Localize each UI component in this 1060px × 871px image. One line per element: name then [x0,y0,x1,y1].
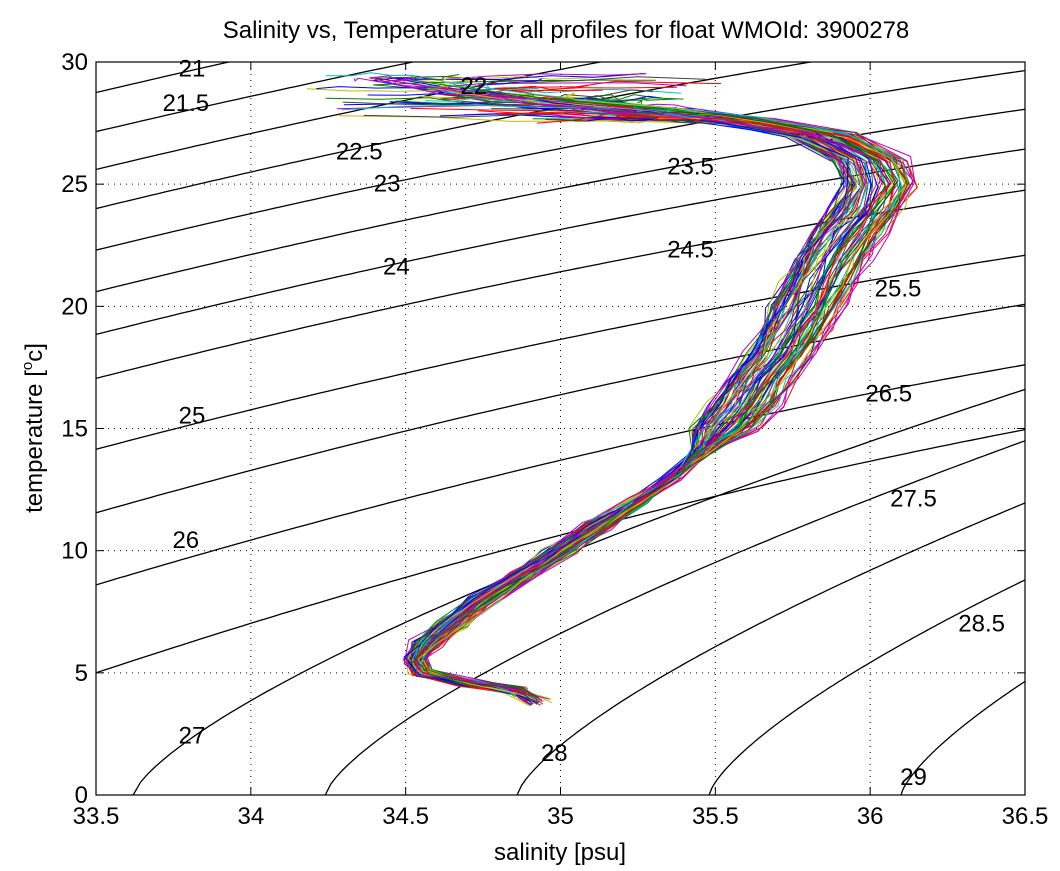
profile-line [414,117,895,702]
profile-line [336,104,914,697]
isopycnal-label: 24 [383,254,410,281]
profile-line [416,93,868,706]
isopycnal-line [96,303,1025,514]
y-axis-label-main: temperature [ [21,370,48,513]
isopycnal-line [96,148,1025,336]
y-tick-label: 0 [75,782,88,809]
isopycnal-label: 21 [179,56,206,83]
isopycnal-line [96,364,1025,586]
y-axis-label: temperature [oc] [19,343,48,513]
profile-line [421,95,892,705]
isopycnal-label: 28.5 [958,610,1005,637]
profile-line [414,109,899,705]
profile-line [417,92,907,701]
chart-title: Salinity vs, Temperature for all profile… [223,17,910,44]
x-tick-label: 35 [547,803,574,830]
profile-line [406,84,868,702]
isopycnal-label: 26.5 [865,381,912,408]
y-tick-label: 5 [75,660,88,687]
isopycnal-line [96,62,417,133]
isopycnal-label: 23 [374,170,401,197]
grid [96,62,1025,795]
y-tick-label: 25 [61,171,88,198]
isopycnal-label: 26 [172,527,199,554]
isopycnal-label: 27 [179,723,206,750]
isopycnal-label: 21.5 [162,90,209,117]
isopycnal-line [96,108,1025,293]
profile-line [418,93,896,702]
profile-line [417,107,907,701]
isopycnal-label: 24.5 [667,236,714,263]
profile-line [363,113,902,701]
x-tick-label: 33.5 [73,803,120,830]
profile-line [413,85,863,697]
x-axis-label: salinity [psu] [494,839,626,866]
profile-line [418,78,879,700]
y-tick-label: 15 [61,416,88,443]
isopycnal-labels: 21 21.5 22 22.5 23 23.5 24 24.5 25 25.5 26 26.5 27 27… [162,56,1005,792]
profile-line [419,84,903,700]
x-tick-label: 34 [237,803,264,830]
profile-line [403,116,849,701]
isopycnal-label: 22 [460,73,487,100]
isopycnal-line [132,388,1025,795]
profile-line [367,93,857,702]
isopycnal-label: 28 [541,740,568,767]
isopycnal-label: 25 [179,403,206,430]
x-tick-label: 36 [857,803,884,830]
y-tick-label: 30 [61,49,88,76]
profile-line [418,84,908,696]
profile-line [425,94,911,697]
profile-lines [307,72,919,707]
isopycnal-line [96,254,1025,450]
profile-line [410,117,855,695]
isopycnal-line [96,428,1025,674]
y-tick-label: 10 [61,538,88,565]
isopycnal-label: 27.5 [890,486,937,513]
profile-line [325,72,908,698]
x-tick-label: 35.5 [692,803,739,830]
isopycnal-line [708,579,1025,795]
isopycnal-line [96,69,1025,251]
isopycnal-line [900,680,1025,795]
x-tick-label: 36.5 [1002,803,1049,830]
profile-line [415,96,899,704]
profile-line [341,104,886,696]
isopycnal-line [324,440,1025,795]
isopycnal-label: 29 [900,764,927,791]
isopycnal-label: 22.5 [336,139,383,166]
profile-line [354,77,877,703]
y-tick-label: 20 [61,293,88,320]
profile-line [423,94,908,699]
x-tick-label: 34.5 [382,803,429,830]
y-axis-label-sup: o [19,362,36,370]
profile-line [325,97,874,697]
profile-line [418,115,883,705]
y-axis-label-end: c] [21,343,48,362]
profile-line [414,97,899,705]
isopycnal-label: 25.5 [875,276,922,303]
isopycnal-line [516,502,1025,795]
axis-ticks: 33.5 34 34.5 35 35.5 36 36.5 0 5 10 15 20 25 30 [61,49,1048,830]
isopycnal-label: 23.5 [667,153,714,180]
